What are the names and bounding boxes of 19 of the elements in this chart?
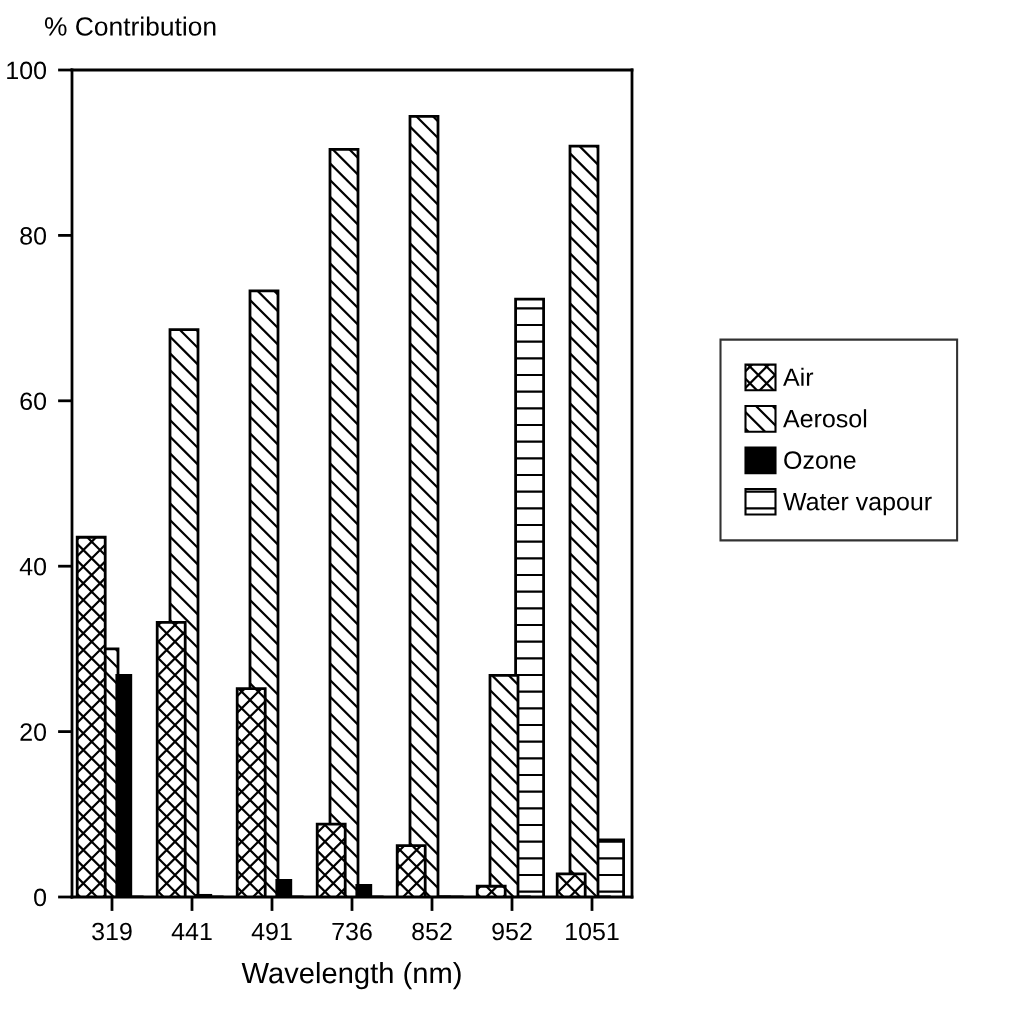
y-axis-title: % Contribution xyxy=(44,16,216,36)
x-tick-label: 736 xyxy=(332,922,372,941)
legend-label: Air xyxy=(783,367,814,386)
x-tick-label: 952 xyxy=(492,922,532,941)
x-tick-label: 1051 xyxy=(566,922,619,941)
legend-label: Water vapour xyxy=(783,492,932,516)
x-tick-label: 852 xyxy=(412,922,452,941)
y-tick-label: 0 xyxy=(34,888,47,907)
x-axis-title: Wavelength (nm) xyxy=(241,961,461,990)
y-tick-label: 100 xyxy=(7,61,47,80)
x-tick-label: 441 xyxy=(171,922,212,941)
legend-label: Aerosol xyxy=(783,409,867,428)
y-tick-label: 60 xyxy=(20,392,47,411)
x-tick-label: 319 xyxy=(92,922,132,941)
y-tick-label: 20 xyxy=(20,723,47,741)
y-tick-label: 40 xyxy=(19,557,47,576)
x-tick-label: 491 xyxy=(251,922,292,941)
y-tick-label: 80 xyxy=(20,227,47,245)
legend-label: Ozone xyxy=(784,451,856,469)
